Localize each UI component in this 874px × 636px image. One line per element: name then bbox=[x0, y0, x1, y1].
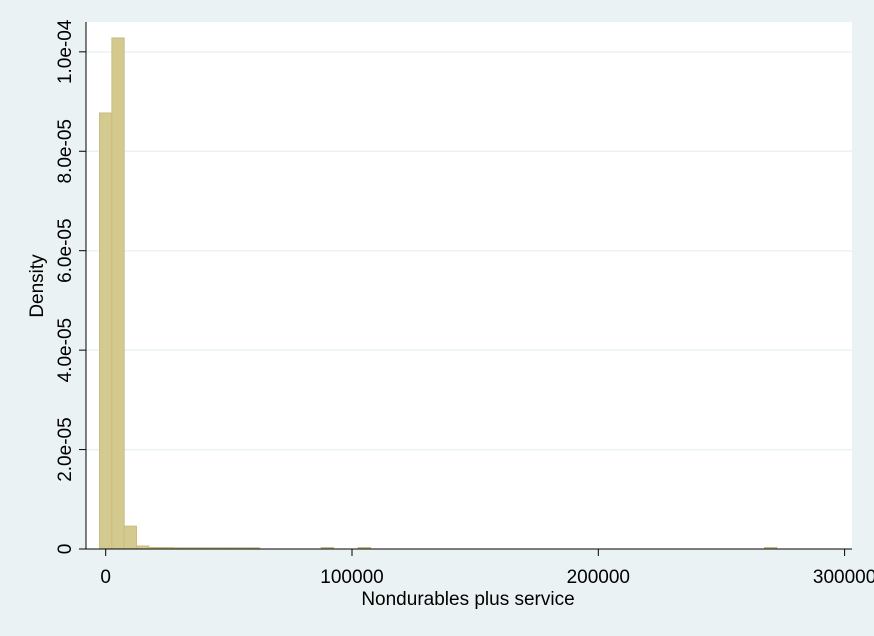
gridlines bbox=[86, 51, 852, 451]
plot-area bbox=[86, 22, 852, 549]
y-axis-title: Density bbox=[27, 254, 48, 318]
y-tick-label: 1.0e-04 bbox=[55, 19, 76, 84]
y-tick-label: 8.0e-05 bbox=[55, 119, 76, 183]
x-axis-ticks: 0 100000 200000 300000 bbox=[100, 549, 874, 588]
x-tick-label: 100000 bbox=[320, 567, 383, 588]
histogram-bar bbox=[123, 525, 137, 550]
y-tick-label: 0 bbox=[55, 544, 76, 555]
y-axis-ticks: 0 2.0e-05 4.0e-05 6.0e-05 8.0e-05 1.0e-04 bbox=[55, 19, 86, 554]
x-tick-label: 200000 bbox=[567, 567, 630, 588]
x-axis-title: Nondurables plus service bbox=[361, 589, 574, 610]
x-tick-label: 300000 bbox=[813, 567, 874, 588]
x-tick-label: 0 bbox=[100, 567, 111, 588]
y-tick-label: 6.0e-05 bbox=[55, 218, 76, 282]
histogram-bar bbox=[99, 112, 113, 550]
y-tick-label: 2.0e-05 bbox=[55, 417, 76, 481]
y-tick-label: 4.0e-05 bbox=[55, 318, 76, 382]
histogram-bar bbox=[111, 37, 125, 550]
